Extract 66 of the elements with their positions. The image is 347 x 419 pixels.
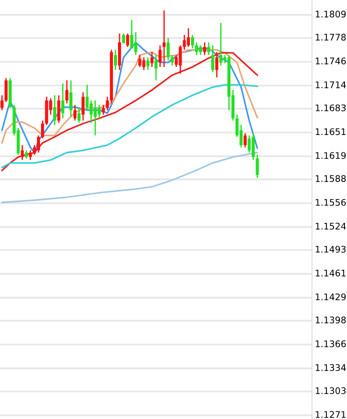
y-tick-label: 1.1683	[316, 104, 346, 112]
y-tick-label: 1.1303	[316, 387, 346, 394]
candlestick	[118, 32, 122, 71]
candlestick	[154, 54, 158, 81]
y-tick-label: 1.1778	[316, 34, 346, 41]
y-tick-label: 1.1461	[316, 270, 346, 276]
y-tick-label: 1.1524	[316, 222, 346, 230]
y-tick-label: 1.1714	[316, 81, 346, 88]
candlestick	[106, 96, 109, 111]
candlestick	[102, 104, 105, 116]
candlestick	[86, 84, 89, 111]
candlestick	[94, 100, 97, 136]
candlestick	[53, 94, 56, 126]
candlestick	[211, 44, 214, 73]
candlestick	[126, 32, 130, 48]
candlestick	[248, 134, 251, 154]
y-tick-label: 1.1366	[316, 340, 346, 348]
candlestick	[166, 37, 170, 61]
candlestick	[142, 56, 146, 71]
candlestick	[114, 49, 117, 71]
candlestick	[219, 22, 222, 66]
candlestick	[150, 51, 154, 68]
candlestick	[130, 19, 134, 49]
candlestick	[0, 94, 4, 111]
candlestick	[162, 10, 166, 68]
candlestick	[203, 42, 206, 56]
y-tick-label: 1.1334	[316, 364, 346, 372]
y-tick-label: 1.1556	[316, 198, 346, 206]
candlestick	[65, 80, 68, 104]
y-tick-label: 1.1746	[316, 58, 346, 64]
candlestick	[215, 51, 218, 78]
candlestick	[28, 150, 32, 161]
candlestick	[207, 42, 210, 56]
candlestick	[244, 132, 247, 148]
candlestick	[190, 34, 194, 49]
candlestick	[90, 100, 93, 124]
y-tick-label: 1.1493	[316, 246, 346, 253]
candlestick	[20, 144, 24, 161]
candlestick	[146, 56, 150, 71]
candlestick	[73, 104, 76, 122]
candlestick	[57, 94, 60, 124]
candlestick	[134, 31, 138, 56]
candlestick	[82, 92, 85, 122]
candlestick	[195, 42, 198, 56]
candlestick	[158, 44, 162, 68]
candlestick	[45, 96, 48, 126]
y-tick-label: 1.1651	[316, 128, 346, 136]
y-tick-label: 1.1809	[316, 10, 346, 18]
candlestick	[36, 134, 40, 154]
line-series	[1, 42, 258, 154]
y-tick-label: 1.1619	[316, 152, 346, 159]
candlestick	[199, 44, 202, 56]
y-tick-label: 1.1398	[316, 316, 346, 324]
candlestick	[77, 106, 81, 124]
candlestick	[186, 28, 190, 48]
candlestick	[98, 104, 101, 119]
line-series	[1, 52, 258, 172]
candlestick	[61, 82, 64, 119]
candlestick	[138, 54, 142, 68]
candlestick	[4, 78, 8, 103]
line-series	[1, 84, 258, 168]
y-tick-label: 1.1429	[316, 293, 346, 300]
y-tick-label: 1.1271	[316, 411, 346, 418]
candlestick	[41, 120, 44, 140]
y-tick-label: 1.1588	[316, 175, 346, 182]
candlestick	[69, 80, 72, 118]
